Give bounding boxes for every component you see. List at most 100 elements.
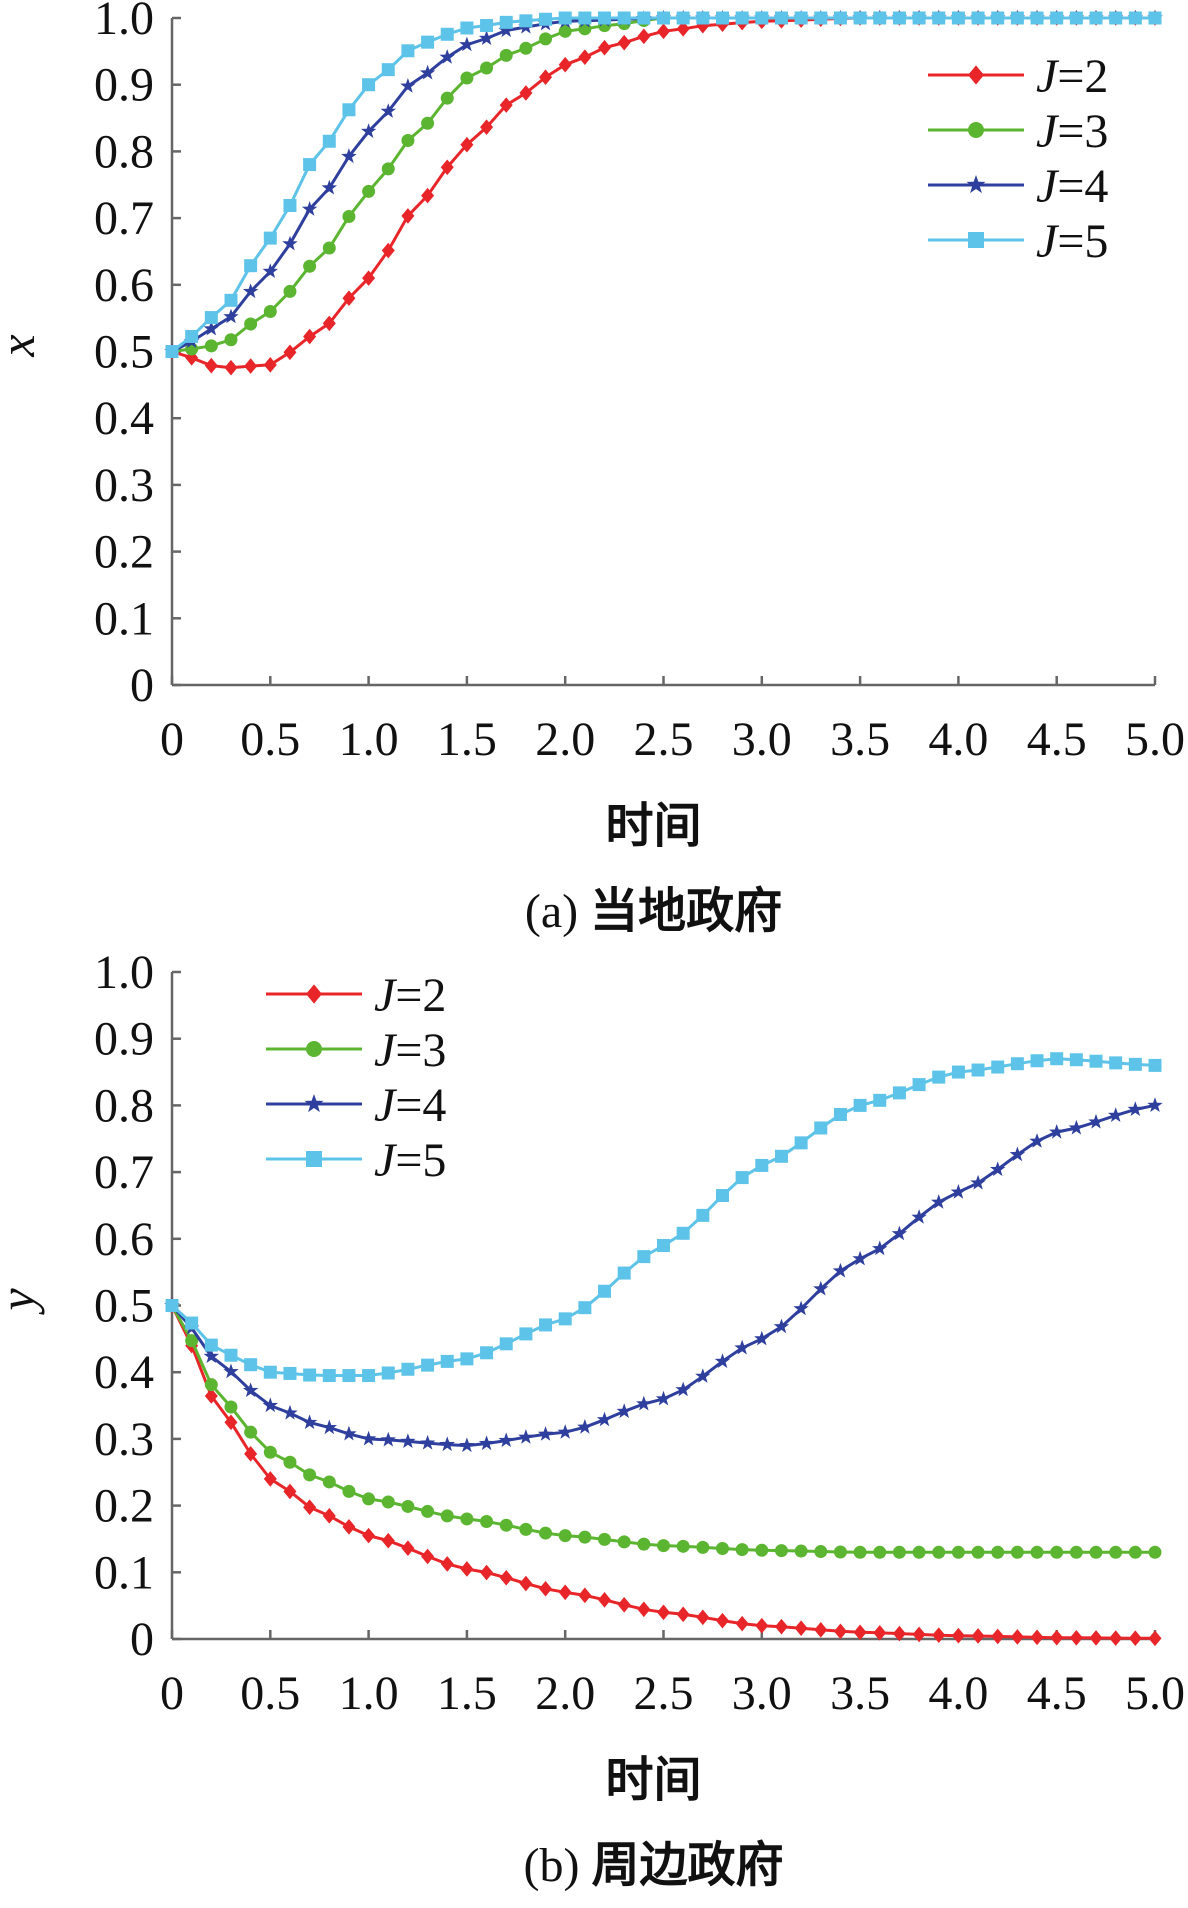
legend-label: J=2 — [1036, 50, 1108, 103]
x-tick-label: 4.0 — [928, 1667, 988, 1720]
data-point — [421, 1548, 435, 1565]
data-point — [322, 134, 336, 148]
data-point — [322, 315, 336, 332]
data-point — [932, 11, 946, 25]
legend-marker — [968, 232, 984, 248]
data-point — [244, 1446, 258, 1462]
data-point — [362, 1492, 376, 1506]
y-tick-label: 0.3 — [94, 459, 154, 512]
legend-marker — [306, 1041, 322, 1057]
legend-label: J=5 — [1036, 215, 1108, 268]
x-tick-label: 3.5 — [830, 713, 890, 766]
data-point — [774, 11, 788, 25]
data-point — [303, 1368, 317, 1382]
data-point — [204, 357, 218, 374]
data-point — [558, 56, 572, 73]
data-point — [578, 1530, 592, 1544]
x-axis-label: 时间 — [605, 798, 701, 854]
series-line — [171, 1057, 1156, 1377]
data-point — [814, 11, 828, 25]
data-point — [813, 1280, 829, 1296]
data-point — [833, 1623, 847, 1640]
data-point — [1148, 1058, 1162, 1072]
data-point — [755, 1543, 769, 1557]
legend-marker — [306, 984, 322, 1004]
legend-item: J=2 — [266, 969, 446, 1022]
data-point — [203, 320, 219, 336]
data-point — [1069, 11, 1083, 25]
data-point — [655, 1390, 672, 1406]
data-point — [400, 1433, 416, 1448]
data-point — [440, 27, 454, 41]
data-point — [1050, 11, 1064, 25]
data-point — [1050, 1545, 1064, 1559]
data-point — [362, 184, 376, 198]
data-point — [459, 36, 475, 52]
data-point — [990, 1161, 1006, 1177]
x-tick-label: 1.0 — [339, 1667, 399, 1720]
y-tick-label: 0.4 — [94, 1346, 154, 1399]
data-point — [244, 1425, 258, 1439]
data-point — [1049, 1124, 1065, 1139]
data-point — [932, 1627, 946, 1643]
data-point — [1147, 1097, 1163, 1112]
series-line — [171, 16, 1155, 370]
series-J=4 — [164, 1097, 1163, 1453]
data-point — [617, 34, 631, 51]
x-tick-label: 2.0 — [535, 713, 595, 766]
x-tick-label: 3.0 — [732, 713, 792, 766]
data-point — [616, 1403, 632, 1418]
data-point — [401, 1362, 415, 1376]
data-point — [518, 1429, 534, 1444]
data-point — [262, 1397, 278, 1413]
data-point — [362, 270, 376, 286]
data-point — [578, 49, 592, 65]
legend: J=2J=3J=4J=5 — [266, 969, 446, 1187]
data-point — [519, 14, 533, 28]
data-point — [421, 1504, 435, 1518]
data-point — [263, 304, 277, 318]
data-point — [362, 78, 376, 92]
data-point — [696, 1208, 710, 1222]
data-point — [873, 1625, 887, 1641]
data-point — [539, 1526, 553, 1540]
data-point — [421, 1358, 435, 1372]
data-point — [244, 1358, 258, 1372]
x-tick-label: 2.5 — [634, 713, 694, 766]
legend-item: J=5 — [266, 1134, 446, 1187]
legend-marker — [304, 1094, 324, 1113]
x-tick-label: 4.0 — [928, 713, 988, 766]
data-point — [873, 1545, 887, 1559]
data-point — [380, 1431, 396, 1447]
data-point — [950, 1184, 967, 1199]
data-point — [283, 1455, 297, 1469]
data-point — [1068, 1119, 1085, 1135]
series-J=5 — [165, 1052, 1162, 1383]
legend-label: J=3 — [1036, 105, 1108, 158]
x-tick-label: 0 — [160, 713, 184, 766]
data-point — [381, 162, 395, 176]
y-tick-label: 0.8 — [94, 125, 154, 178]
data-point — [341, 1425, 357, 1441]
data-point — [1030, 1629, 1044, 1646]
legend: J=2J=3J=4J=5 — [928, 50, 1108, 268]
data-point — [539, 1318, 553, 1332]
x-tick-label: 1.5 — [437, 1667, 497, 1720]
data-point — [204, 1378, 218, 1392]
data-point — [244, 317, 258, 331]
data-point — [480, 18, 494, 32]
data-point — [1010, 1545, 1024, 1559]
x-tick-label: 3.0 — [732, 1667, 792, 1720]
legend-item: J=3 — [266, 1024, 446, 1077]
x-tick-label: 4.5 — [1027, 713, 1087, 766]
data-point — [322, 1475, 336, 1489]
legend-marker — [968, 122, 984, 138]
data-point — [480, 1514, 494, 1528]
data-point — [460, 71, 474, 85]
data-point — [617, 1596, 631, 1613]
data-point — [891, 1225, 908, 1241]
data-point — [912, 1078, 926, 1092]
data-point — [715, 11, 729, 25]
data-point — [696, 1540, 710, 1554]
data-point — [598, 1592, 612, 1608]
